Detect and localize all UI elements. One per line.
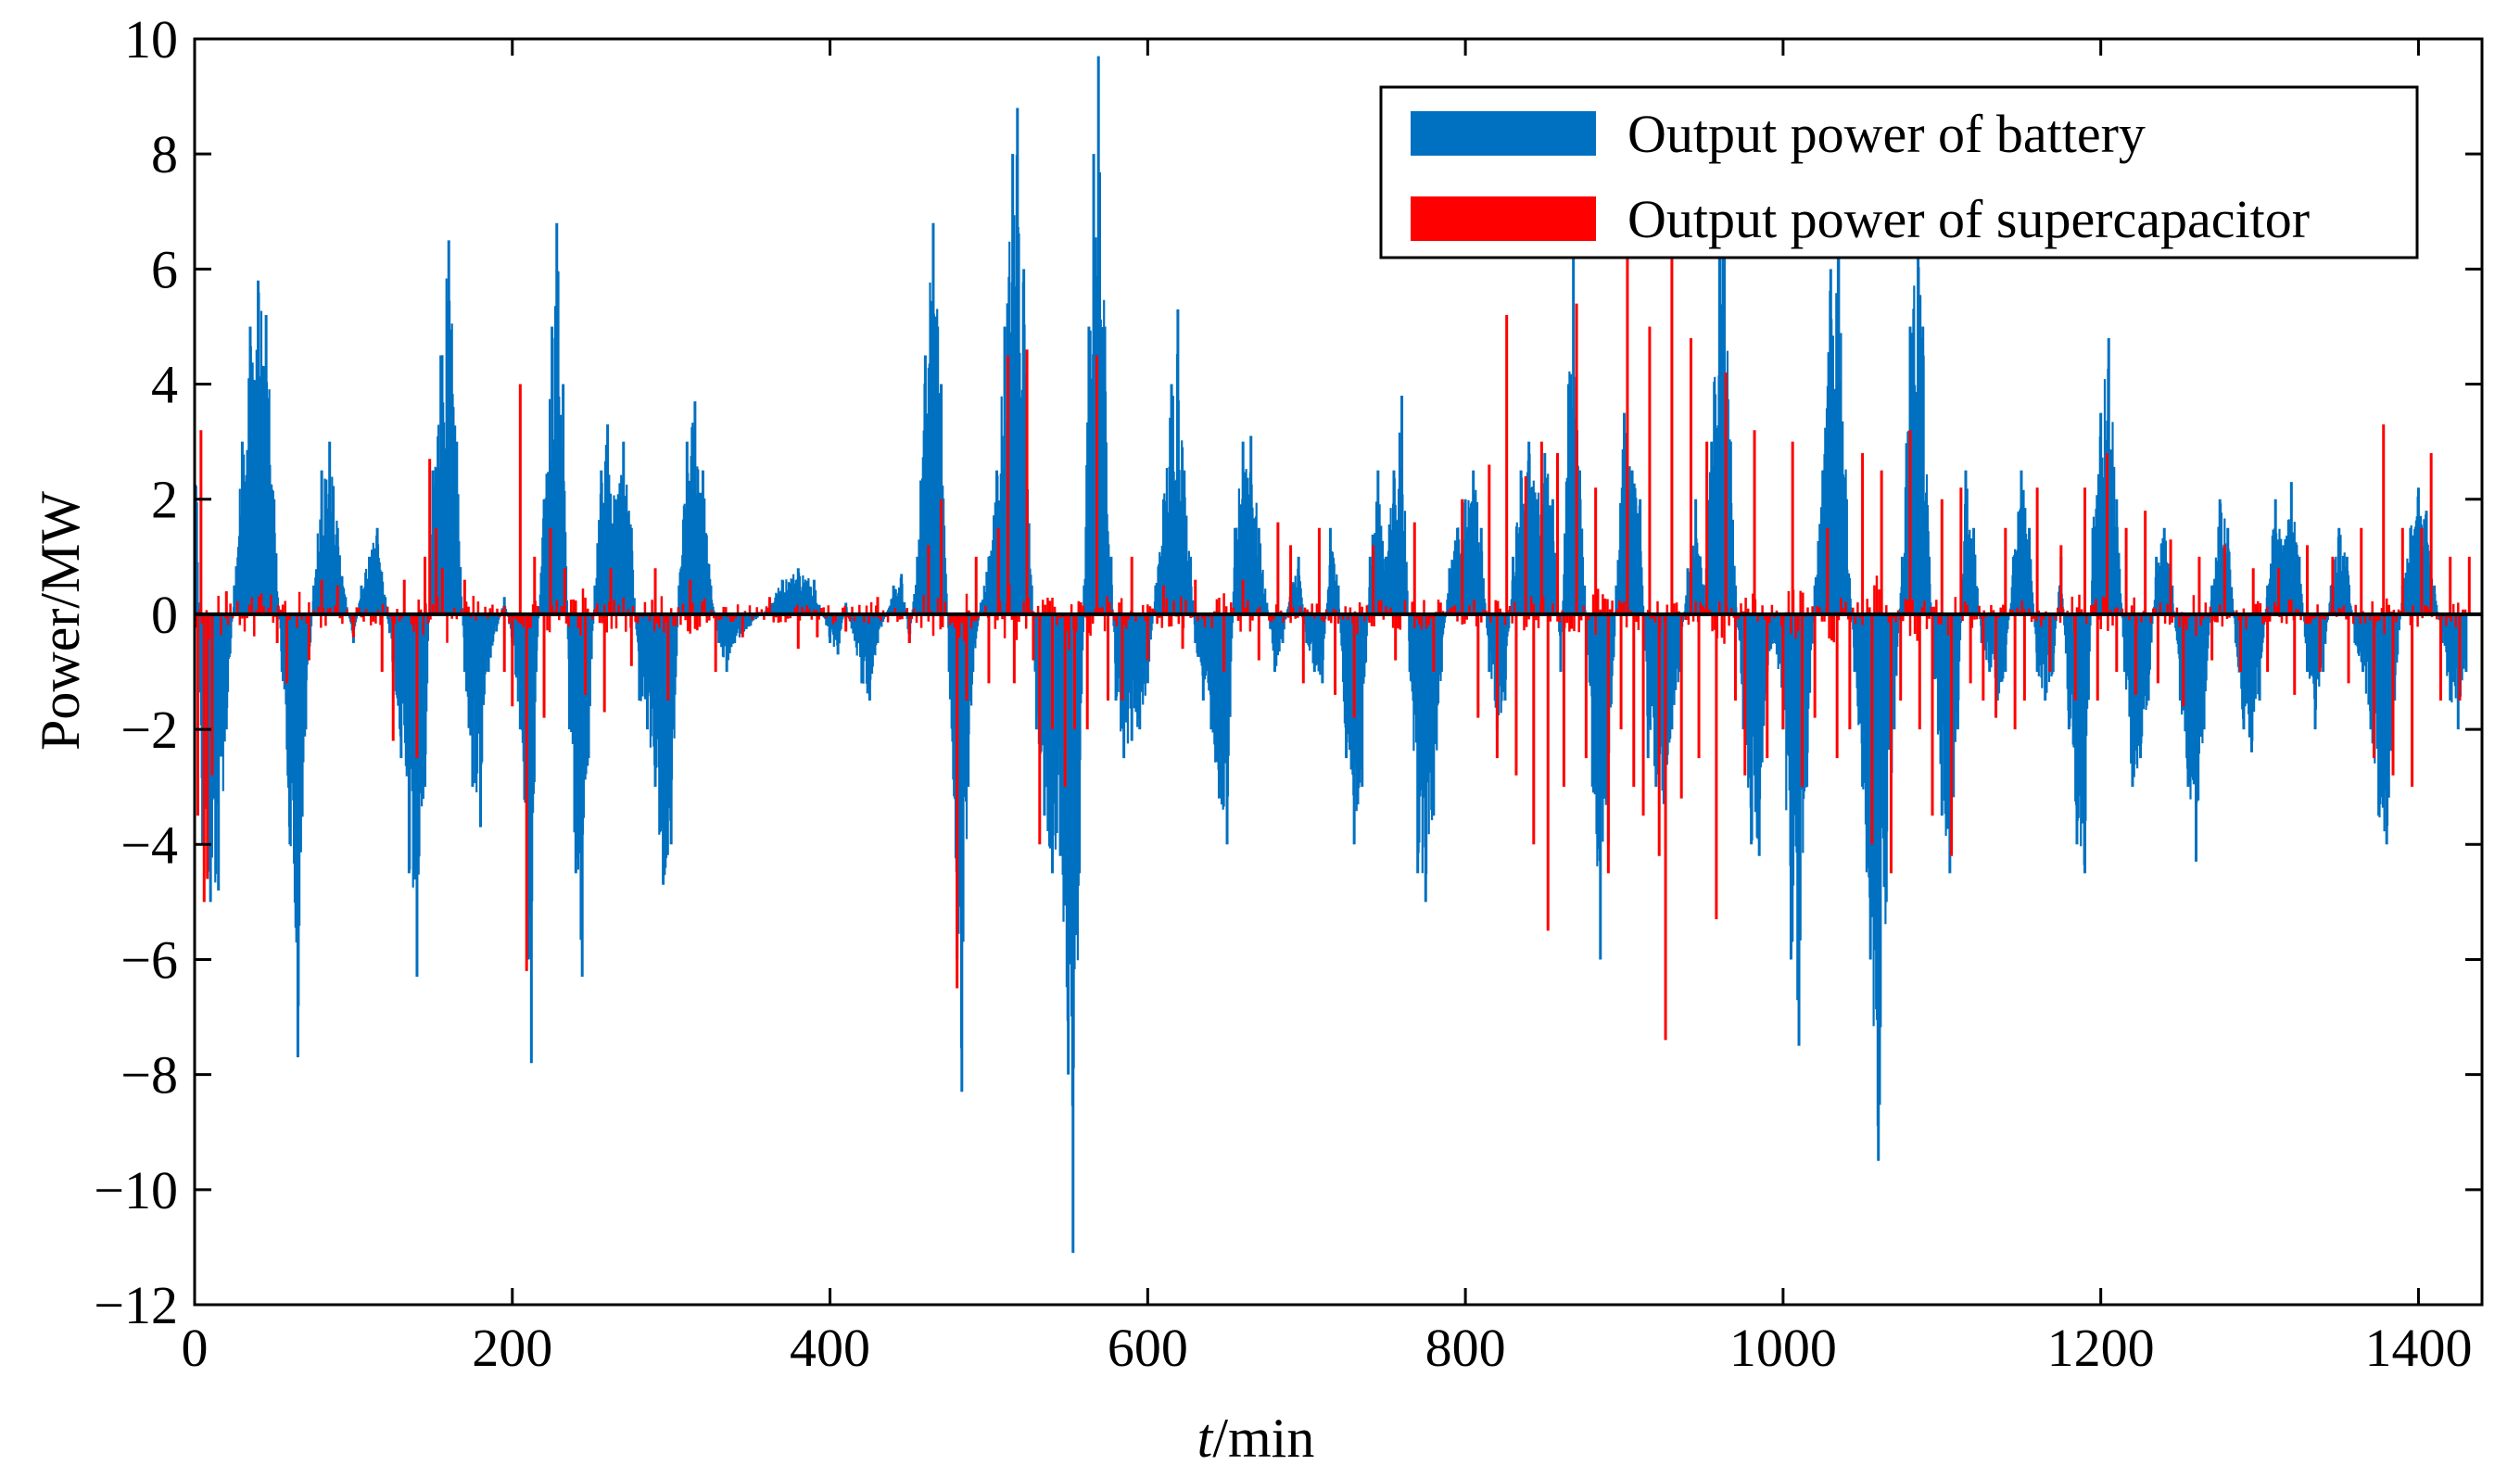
x-tick-label: 200 [472,1318,552,1378]
y-tick-label: −6 [120,929,178,990]
y-tick-label: −4 [120,815,178,875]
battery-series [193,56,2468,1254]
plot-frame [193,37,2484,1307]
x-tick-label: 1400 [2364,1318,2472,1378]
y-tick-label: −12 [94,1275,178,1335]
x-tick-label: 400 [790,1318,870,1378]
x-tick-label: 800 [1425,1318,1506,1378]
legend-label-supercapacitor: Output power of supercapacitor [1627,189,2310,249]
x-tick-label: 0 [182,1318,209,1378]
legend-label-battery: Output power of battery [1627,104,2146,164]
x-tick-label: 1000 [1729,1318,1837,1378]
tick-labels: 0 200 400 600 800 1000 1200 1400 10 8 6 4 2 0 −2 −4 −6 −8… [94,9,2472,1378]
legend: Output power of battery Output power of … [1379,85,2419,259]
y-tick-label: 8 [151,124,178,184]
y-tick-label: 4 [151,355,178,415]
y-axis-title: Power/MW [30,491,91,751]
axis-ticks [193,37,2482,1307]
x-tick-label: 1200 [2047,1318,2155,1378]
y-tick-label: 10 [124,9,178,69]
x-axis-title-italic: t [1197,1408,1214,1469]
supercapacitor-series [193,222,2471,1041]
y-tick-label: −10 [94,1160,178,1220]
x-axis-title: t/min [1197,1408,1315,1469]
y-tick-label: 2 [151,470,178,530]
x-tick-label: 600 [1108,1318,1188,1378]
y-tick-label: 6 [151,239,178,299]
y-tick-label: −8 [120,1045,178,1105]
legend-swatch-battery [1411,111,1596,156]
y-tick-label: 0 [151,585,178,645]
legend-swatch-supercapacitor [1411,196,1596,241]
y-tick-label: −2 [120,700,178,760]
x-axis-title-rest: /min [1212,1408,1314,1469]
